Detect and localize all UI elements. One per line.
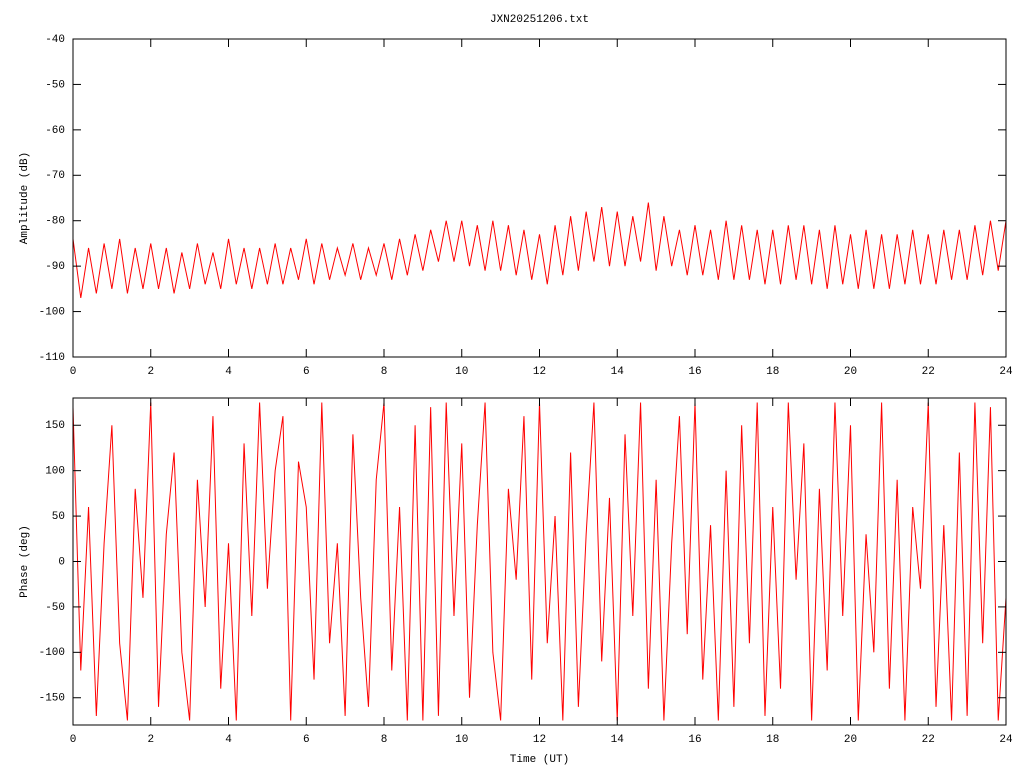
y-tick-label: -40	[45, 34, 65, 46]
x-tick-label: 6	[303, 366, 310, 378]
y-tick-label: -90	[45, 261, 65, 273]
x-tick-label: 12	[533, 734, 546, 746]
x-tick-label: 10	[455, 366, 468, 378]
chart-title: JXN20251206.txt	[490, 14, 589, 26]
data-line	[72, 402, 1007, 721]
y-tick-label: -100	[39, 306, 65, 318]
y-axis-label: Phase (deg)	[19, 525, 31, 598]
x-tick-label: 22	[922, 734, 935, 746]
y-tick-label: 100	[45, 466, 65, 478]
x-tick-label: 16	[688, 734, 701, 746]
y-tick-label: -70	[45, 170, 65, 182]
x-tick-label: 0	[70, 366, 77, 378]
x-tick-label: 24	[999, 734, 1013, 746]
x-tick-label: 2	[147, 366, 154, 378]
x-axis-label: Time (UT)	[510, 754, 569, 766]
x-tick-label: 8	[381, 366, 388, 378]
x-tick-label: 0	[70, 734, 77, 746]
y-tick-label: -50	[45, 79, 65, 91]
y-tick-label: -80	[45, 216, 65, 228]
data-line	[72, 202, 1007, 299]
x-tick-label: 10	[455, 734, 468, 746]
plot-frame	[72, 397, 1007, 726]
x-tick-label: 20	[844, 734, 857, 746]
x-tick-label: 6	[303, 734, 310, 746]
x-tick-label: 14	[611, 366, 625, 378]
x-tick-label: 20	[844, 366, 857, 378]
y-tick-label: -150	[39, 693, 65, 705]
y-tick-label: 150	[45, 420, 65, 432]
y-axis-label: Amplitude (dB)	[19, 152, 31, 244]
x-tick-label: 14	[611, 734, 625, 746]
x-tick-label: 4	[225, 366, 232, 378]
x-tick-label: 4	[225, 734, 232, 746]
plot-frame	[72, 38, 1007, 358]
y-tick-label: -60	[45, 125, 65, 137]
x-tick-label: 8	[381, 734, 388, 746]
x-tick-label: 12	[533, 366, 546, 378]
y-tick-label: -100	[39, 647, 65, 659]
x-tick-label: 24	[999, 366, 1013, 378]
y-tick-label: 50	[52, 511, 65, 523]
x-tick-label: 18	[766, 366, 779, 378]
x-tick-label: 18	[766, 734, 779, 746]
y-tick-label: -50	[45, 602, 65, 614]
y-tick-label: -110	[39, 352, 65, 364]
x-tick-label: 16	[688, 366, 701, 378]
y-tick-label: 0	[58, 556, 65, 568]
x-tick-label: 2	[147, 734, 154, 746]
x-tick-label: 22	[922, 366, 935, 378]
